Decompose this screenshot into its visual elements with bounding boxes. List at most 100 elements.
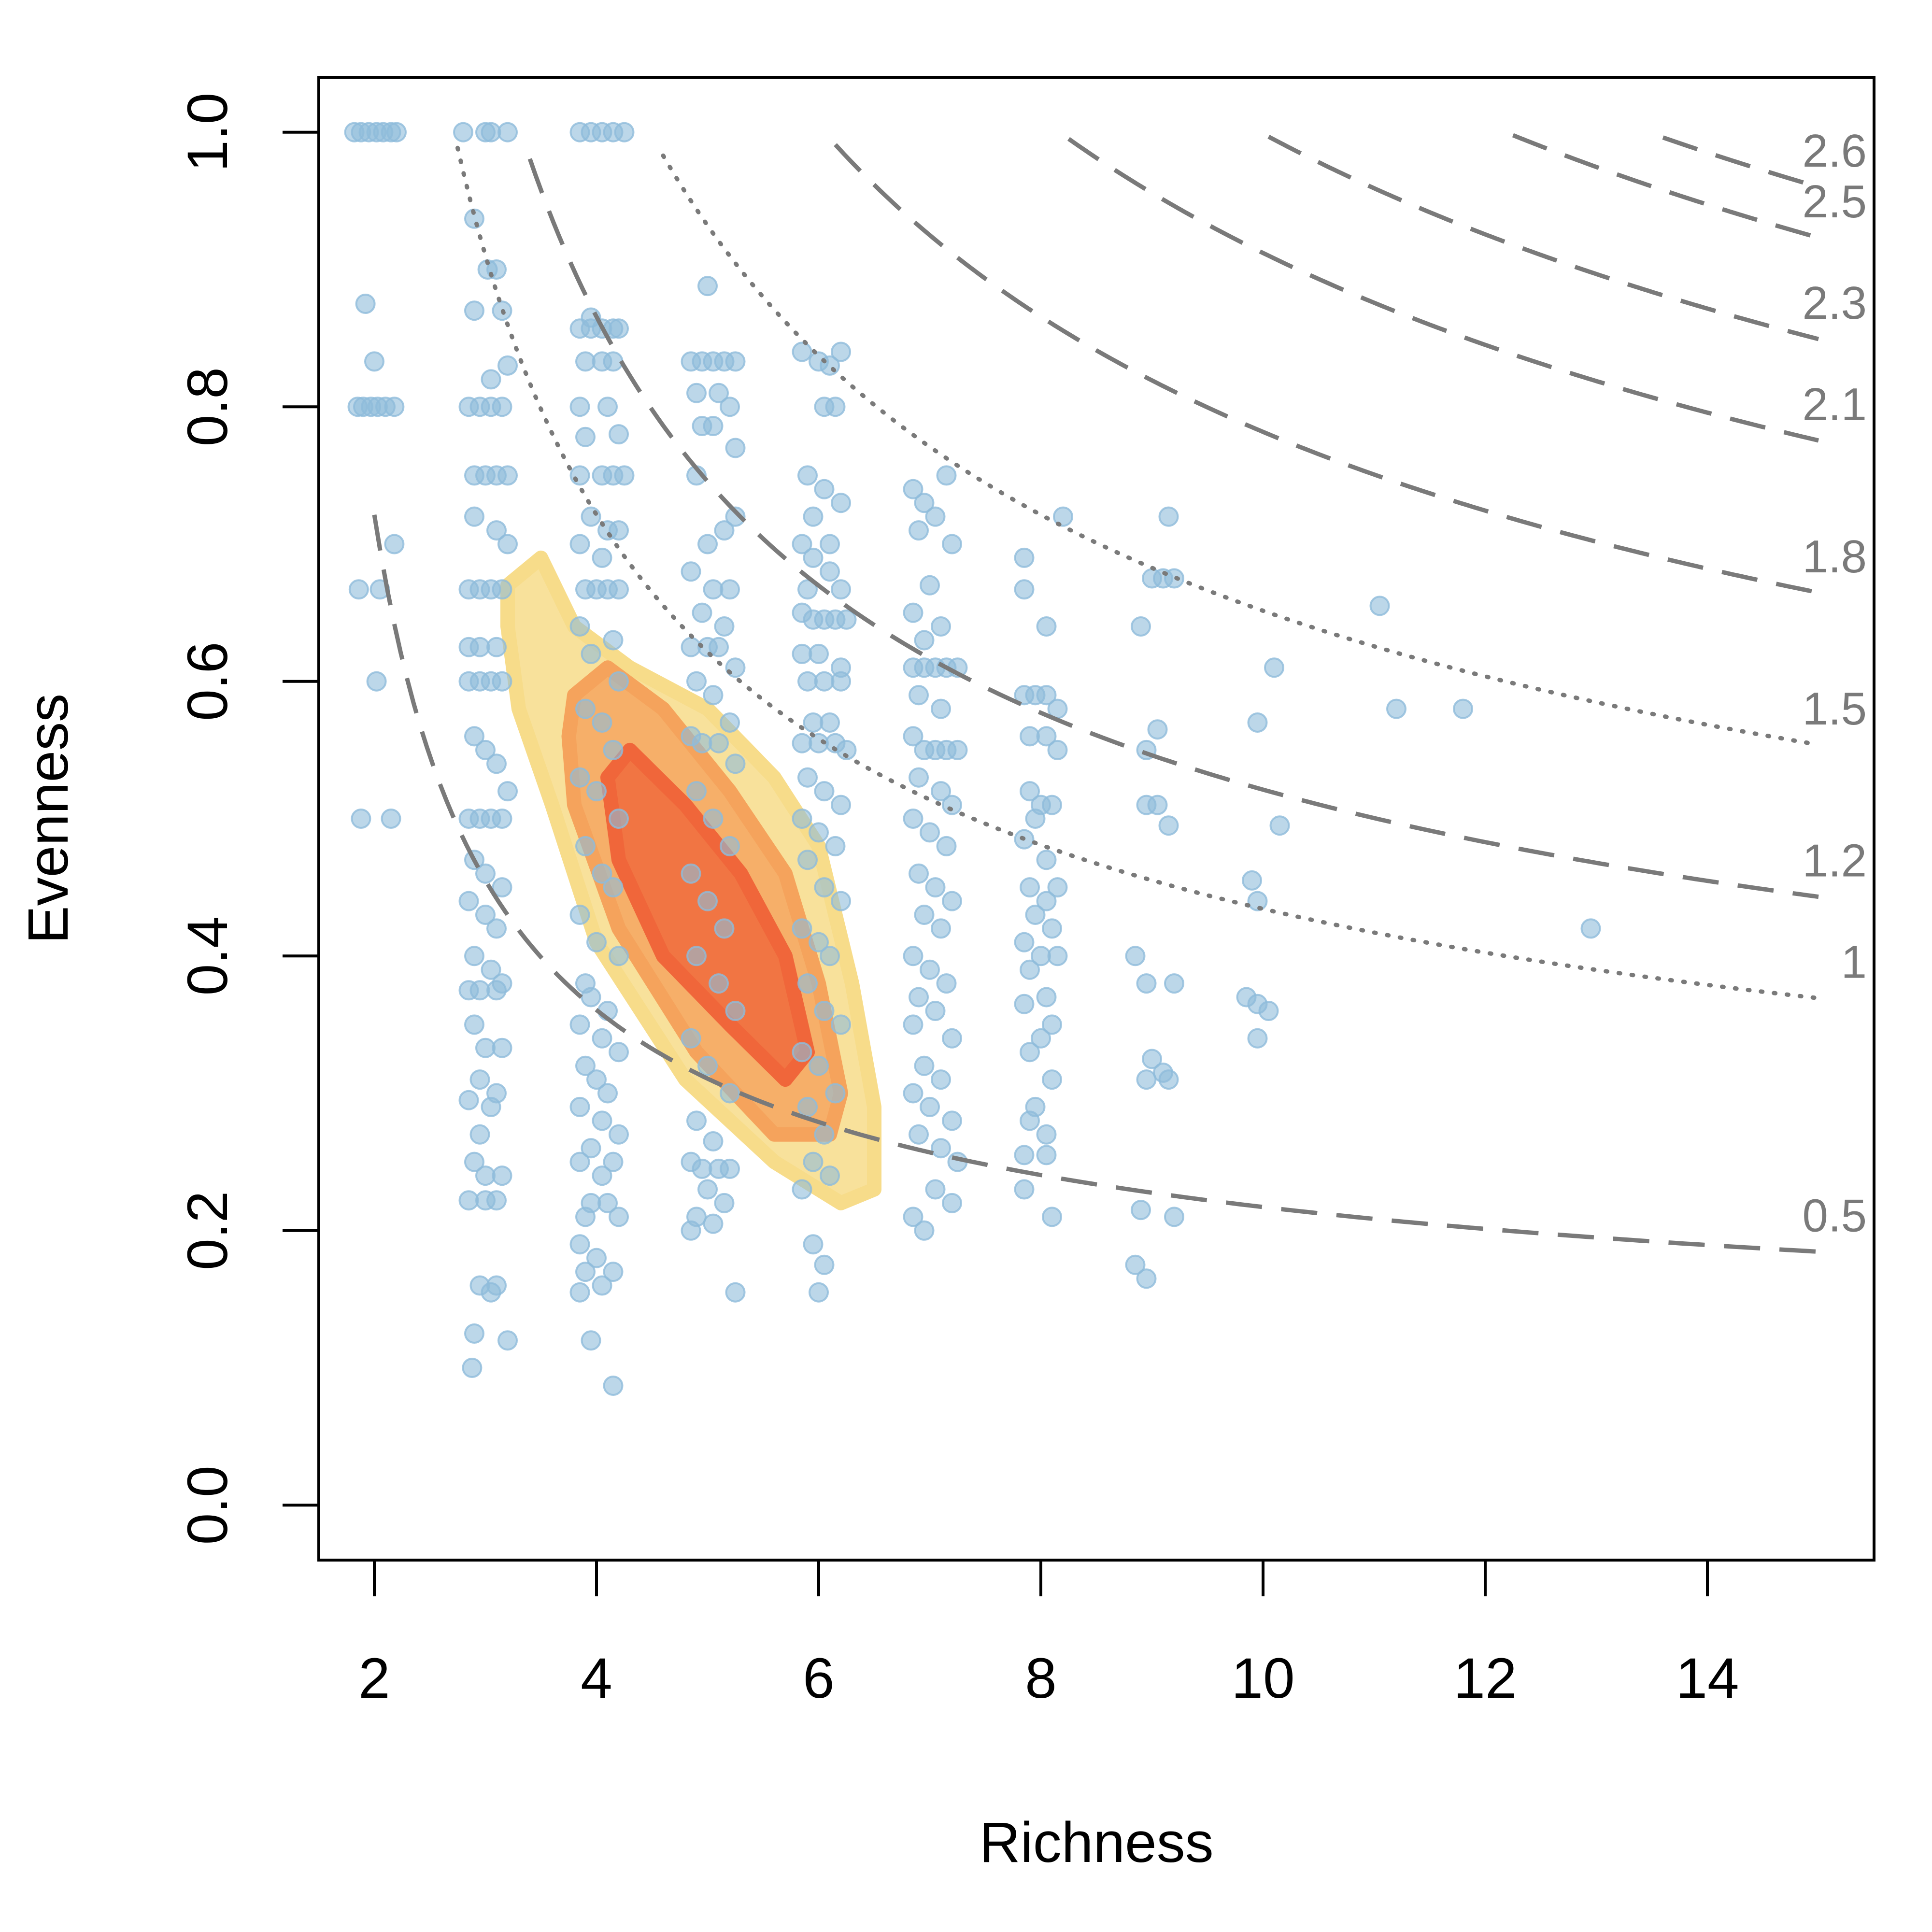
data-point [1014,932,1035,952]
data-point [692,733,712,753]
iso-curve-2.6 [1662,135,1819,189]
data-point [703,579,724,600]
iso-curve-label: 2.5 [1803,176,1867,227]
data-point [797,671,818,692]
data-point [831,493,851,513]
data-point [609,1207,629,1227]
scatter-points [344,122,1601,1396]
data-point [686,946,707,966]
data-point [475,863,496,884]
data-point [1047,946,1068,966]
data-point [931,781,951,802]
data-point [592,1028,612,1049]
data-point [709,733,729,753]
data-point [825,836,846,856]
data-point [797,850,818,870]
data-point [1247,891,1268,911]
data-point [1020,781,1040,802]
data-point [803,506,824,527]
data-point [603,739,624,760]
data-point [469,1124,490,1145]
data-point [725,753,746,774]
data-point [797,1096,818,1117]
data-point [1047,739,1068,760]
data-point [903,1083,923,1104]
data-point [942,1028,962,1049]
data-point [903,946,923,966]
data-point [603,351,624,372]
data-point [1242,870,1262,891]
data-point [831,579,851,600]
data-point [1020,959,1040,980]
data-point [355,294,376,314]
data-point [931,1138,951,1159]
iso-curve-0.5 [372,514,1819,1254]
data-point [1014,579,1035,600]
y-tick-label: 0.2 [176,1191,240,1270]
data-point [581,1330,601,1351]
data-point [1036,685,1057,706]
iso-curve-label: 2.6 [1803,125,1867,177]
data-point [686,671,707,692]
data-point [803,1234,824,1255]
data-point [1020,1042,1040,1063]
data-point [914,630,935,651]
data-point [697,1179,718,1200]
data-point [464,1323,484,1344]
data-point [384,534,405,554]
data-point [720,579,740,600]
data-point [681,1028,701,1049]
data-point [703,809,724,829]
data-point [581,1138,601,1159]
data-point [909,520,929,541]
data-point [481,122,501,142]
data-point [909,767,929,788]
data-point [931,698,951,719]
data-point [797,579,818,600]
data-point [497,781,518,802]
data-point [831,795,851,815]
data-point [497,122,518,142]
data-point [464,506,484,527]
data-point [609,520,629,541]
data-point [592,1165,612,1186]
data-point [464,726,484,747]
data-point [725,1001,746,1021]
data-point [797,465,818,486]
iso-curve-label: 0.5 [1803,1190,1867,1242]
data-point [348,579,369,600]
data-point [709,383,729,403]
data-point [475,1037,496,1058]
data-point [942,534,962,554]
iso-curve-label: 1.8 [1803,531,1867,582]
data-point [803,547,824,568]
data-point [569,1014,590,1035]
data-point [725,506,746,527]
data-point [1042,918,1062,939]
data-point [914,493,935,513]
iso-shannon-curve-labels: 0.5 1 1.2 1.5 1.8 2.1 2.3 2.52.6 [1803,125,1867,1241]
data-point [569,1282,590,1303]
data-point [809,822,829,843]
data-point [569,1096,590,1117]
data-point [603,630,624,651]
data-point [909,987,929,1008]
data-point [814,671,835,692]
data-point [364,351,384,372]
data-point [458,1090,479,1110]
data-point [903,479,923,499]
data-point [914,1220,935,1241]
data-point [569,905,590,925]
data-point [942,1110,962,1131]
data-point [792,1042,812,1063]
data-point [603,877,624,898]
data-point [814,479,835,499]
data-point [725,351,746,372]
data-point [903,1014,923,1035]
data-point [825,1083,846,1104]
y-tick-label: 0.6 [176,642,240,721]
data-point [703,685,724,706]
data-point [469,637,490,657]
data-point [697,534,718,554]
x-tick-label: 12 [1453,1647,1517,1710]
